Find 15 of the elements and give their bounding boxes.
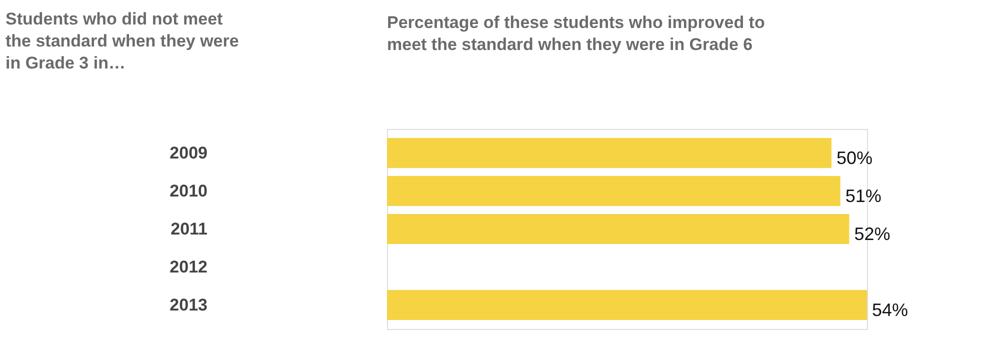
y-tick-label: 2012 bbox=[170, 258, 208, 276]
y-tick-label: 2013 bbox=[170, 296, 208, 314]
chart-title: Percentage of these students who improved to meet the standard when they were in Grade 6 bbox=[387, 13, 765, 54]
data-label: 50% bbox=[836, 148, 872, 168]
data-label: 54% bbox=[872, 300, 908, 320]
y-tick-label: 2009 bbox=[170, 144, 208, 162]
data-label: 52% bbox=[854, 224, 890, 244]
y-axis-title: Students who did not meet the standard when they were in Grade 3 in… bbox=[6, 10, 239, 72]
bar bbox=[387, 214, 850, 244]
data-label: 51% bbox=[845, 186, 882, 206]
bar bbox=[387, 290, 867, 320]
y-tick-label: 2010 bbox=[170, 182, 208, 200]
bar bbox=[387, 176, 840, 206]
bar bbox=[387, 138, 832, 168]
y-tick-label: 2011 bbox=[170, 220, 208, 238]
